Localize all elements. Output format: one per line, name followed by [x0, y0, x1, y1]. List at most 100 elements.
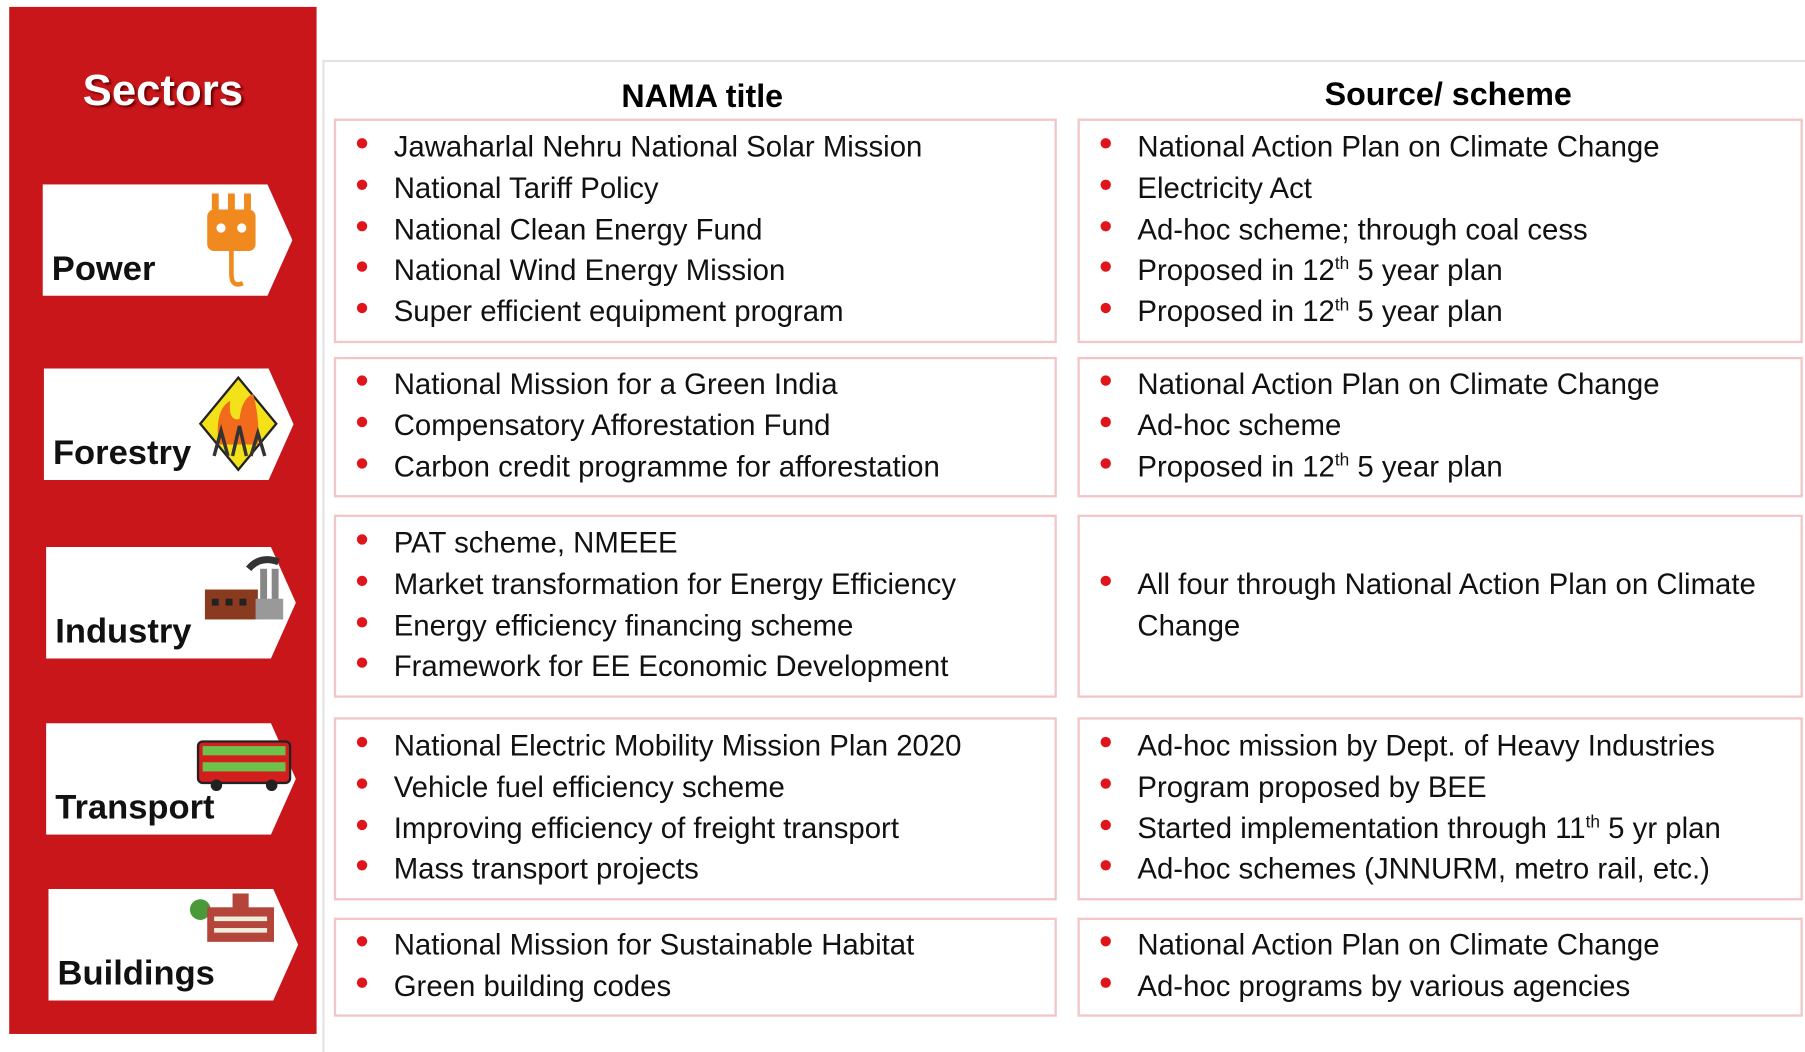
item-text: PAT scheme, NMEEE: [394, 527, 678, 559]
sector-label: Transport: [55, 789, 214, 828]
bullet-item: Electricity Act: [1101, 169, 1801, 210]
bullet-item: Vehicle fuel efficiency scheme: [357, 768, 1055, 809]
bullet: [357, 978, 367, 988]
bullet: [357, 179, 367, 189]
bullet: [357, 303, 367, 313]
item-text: Ad-hoc schemes (JNNURM, metro rail, etc.…: [1137, 854, 1710, 886]
bullet: [1101, 778, 1111, 788]
item-text: National Action Plan on Climate Change: [1137, 929, 1659, 961]
column-header: Source/ scheme: [1087, 76, 1805, 113]
item-text: Proposed in 12: [1137, 451, 1334, 483]
item-text: Energy efficiency financing scheme: [394, 610, 854, 642]
item-text: Ad-hoc scheme: [1137, 410, 1341, 442]
source-box: All four through National Action Plan on…: [1078, 515, 1803, 698]
item-text: National Tariff Policy: [394, 172, 659, 204]
bullet: [1101, 575, 1111, 585]
bullet-item: National Action Plan on Climate Change: [1101, 365, 1801, 406]
bullet-item: Ad-hoc programs by various agencies: [1101, 967, 1801, 1008]
item-text: Electricity Act: [1137, 172, 1312, 204]
bullet: [357, 534, 367, 544]
bullet-item: National Electric Mobility Mission Plan …: [357, 726, 1055, 767]
nama-box: PAT scheme, NMEEE Market transformation f…: [334, 515, 1057, 698]
item-text: Ad-hoc programs by various agencies: [1137, 971, 1630, 1003]
factory-icon: [203, 555, 288, 624]
superscript: th: [1335, 254, 1349, 274]
sector-label: Industry: [55, 613, 191, 652]
bullet-item: National Action Plan on Climate Change: [1101, 926, 1801, 967]
bullet-item: Market transformation for Energy Efficie…: [357, 565, 1055, 606]
page: Sectors NAMA title Source/ scheme Power …: [0, 0, 1805, 1034]
bullet: [357, 860, 367, 870]
item-text: Ad-hoc mission by Dept. of Heavy Industr…: [1137, 730, 1715, 762]
item-text: National Clean Energy Fund: [394, 214, 763, 246]
item-text: Proposed in 12: [1137, 296, 1334, 328]
bullet-item: Carbon credit programme for afforestatio…: [357, 448, 1055, 489]
item-text: Carbon credit programme for afforestatio…: [394, 451, 940, 483]
bullet: [1101, 819, 1111, 829]
item-text: National Electric Mobility Mission Plan …: [394, 730, 962, 762]
item-text: National Action Plan on Climate Change: [1137, 131, 1659, 163]
item-text: Market transformation for Energy Efficie…: [394, 568, 956, 600]
bullet-item: Ad-hoc schemes (JNNURM, metro rail, etc.…: [1101, 850, 1801, 891]
bullet-item: Program proposed by BEE: [1101, 768, 1801, 809]
bullet: [357, 575, 367, 585]
bullet-item: Jawaharlal Nehru National Solar Mission: [357, 128, 1055, 169]
item-text: All four through National Action Plan on…: [1137, 568, 1755, 641]
sector-label: Buildings: [58, 955, 215, 994]
bullet: [357, 221, 367, 231]
bullet-item: Green building codes: [357, 967, 1055, 1008]
bullet: [1101, 179, 1111, 189]
bullet-item: National Action Plan on Climate Change: [1101, 128, 1801, 169]
sidebar: Sectors: [9, 7, 316, 1034]
item-text: Proposed in 12: [1137, 255, 1334, 287]
source-box: National Action Plan on Climate Change Ad…: [1078, 357, 1803, 497]
bullet: [357, 936, 367, 946]
bullet: [1101, 303, 1111, 313]
bullet-item: Super efficient equipment program: [357, 293, 1055, 334]
item-text: Compensatory Afforestation Fund: [394, 410, 831, 442]
bullet-item: National Clean Energy Fund: [357, 210, 1055, 251]
bullet-item: Improving efficiency of freight transpor…: [357, 809, 1055, 850]
bullet-item: Framework for EE Economic Development: [357, 647, 1055, 688]
bullet-item: National Mission for a Green India: [357, 365, 1055, 406]
bullet: [357, 737, 367, 747]
item-text: Ad-hoc scheme; through coal cess: [1137, 214, 1587, 246]
bullet: [357, 417, 367, 427]
bullet: [1101, 262, 1111, 272]
bullet-item: Proposed in 12th 5 year plan: [1101, 293, 1801, 334]
bullet-item: Compensatory Afforestation Fund: [357, 407, 1055, 448]
superscript: th: [1586, 812, 1600, 832]
bullet-item: National Tariff Policy: [357, 169, 1055, 210]
bullet-item: Proposed in 12th 5 year plan: [1101, 251, 1801, 292]
item-text: Mass transport projects: [394, 854, 699, 886]
source-box: Ad-hoc mission by Dept. of Heavy Industr…: [1078, 717, 1803, 900]
superscript: th: [1335, 451, 1349, 471]
sector-label: Power: [52, 250, 156, 289]
sector-label: Forestry: [53, 434, 191, 473]
item-text: National Mission for Sustainable Habitat: [394, 929, 915, 961]
building-icon: [189, 891, 279, 944]
bullet: [357, 138, 367, 148]
item-text: Vehicle fuel efficiency scheme: [394, 771, 785, 803]
plug-icon: [205, 193, 263, 292]
sidebar-title: Sectors: [9, 67, 316, 117]
bullet: [1101, 737, 1111, 747]
bullet-item: Ad-hoc scheme; through coal cess: [1101, 210, 1801, 251]
item-text: Improving efficiency of freight transpor…: [394, 812, 899, 844]
bullet: [357, 376, 367, 386]
bullet: [357, 778, 367, 788]
bullet: [357, 458, 367, 468]
bullet: [1101, 978, 1111, 988]
item-text: National Mission for a Green India: [394, 369, 838, 401]
item-text: Started implementation through 11: [1137, 812, 1585, 844]
item-text: 5 year plan: [1349, 451, 1502, 483]
source-box: National Action Plan on Climate Change Ad…: [1078, 918, 1803, 1017]
item-text: 5 year plan: [1349, 255, 1502, 287]
bullet-item: PAT scheme, NMEEE: [357, 524, 1055, 565]
nama-box: National Mission for Sustainable Habitat…: [334, 918, 1057, 1017]
item-text: National Wind Energy Mission: [394, 255, 786, 287]
bullet-item: National Wind Energy Mission: [357, 251, 1055, 292]
nama-box: National Electric Mobility Mission Plan …: [334, 717, 1057, 900]
item-text: National Action Plan on Climate Change: [1137, 369, 1659, 401]
